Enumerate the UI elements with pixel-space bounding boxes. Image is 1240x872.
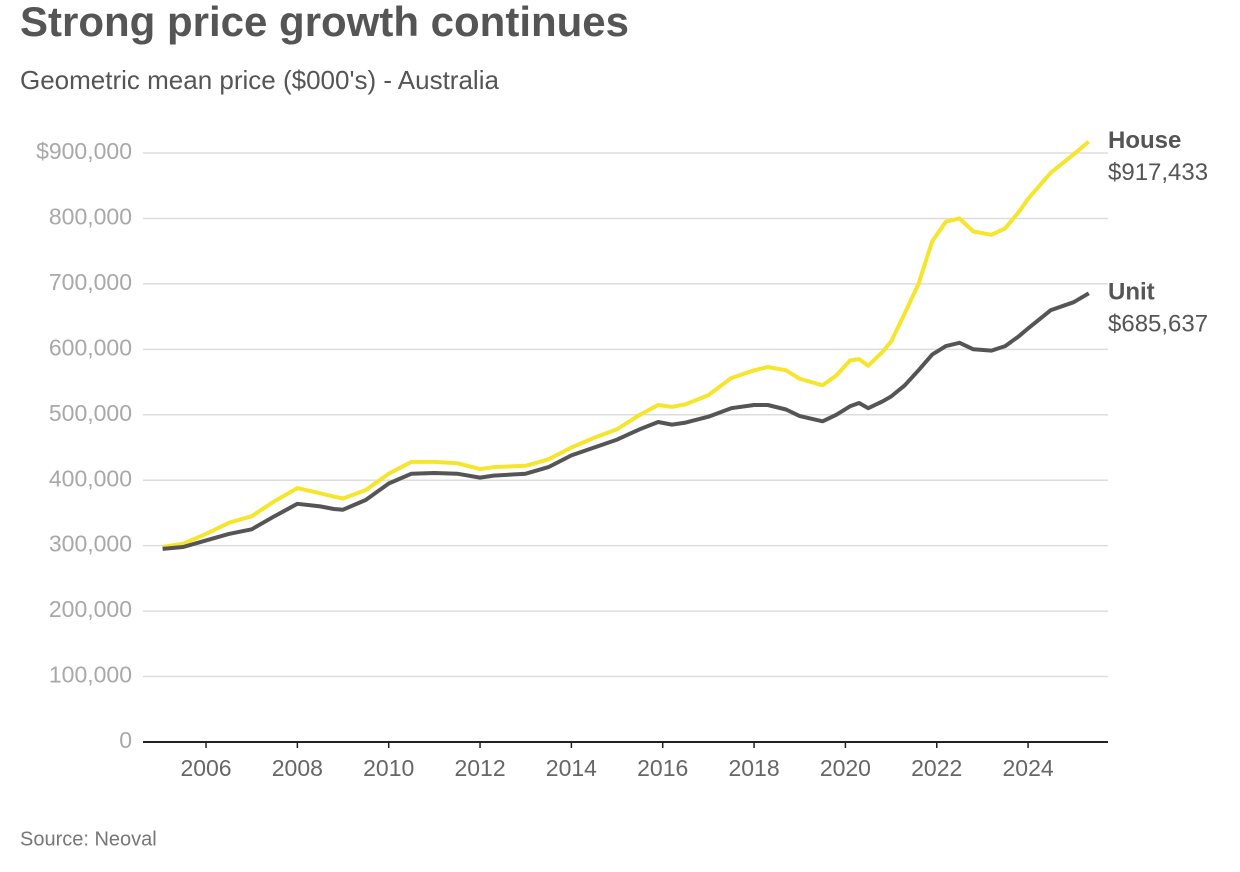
series-label: House [1108,127,1181,154]
x-tick-label: 2006 [180,755,231,781]
chart-title: Strong price growth continues [20,0,629,45]
y-tick-label: 400,000 [49,465,132,491]
y-tick-label: 800,000 [49,204,132,230]
source-note: Source: Neoval [20,828,157,850]
x-tick-label: 2020 [820,755,871,781]
series-label: Unit [1108,279,1155,306]
x-tick-label: 2022 [911,755,962,781]
x-tick-label: 2018 [728,755,779,781]
y-tick-label: $900,000 [36,138,132,164]
x-tick-label: 2012 [454,755,505,781]
series-line [162,291,1090,551]
y-tick-label: 500,000 [49,400,132,426]
x-tick-label: 2014 [546,755,597,781]
y-tick-label: 100,000 [49,662,132,688]
x-tick-label: 2024 [1002,755,1053,781]
x-tick-label: 2010 [363,755,414,781]
y-tick-label: 600,000 [49,334,132,360]
series-line [162,140,1091,549]
y-tick-label: 0 [119,727,132,753]
y-tick-label: 200,000 [49,596,132,622]
y-tick-label: 300,000 [49,531,132,557]
y-tick-label: 700,000 [49,269,132,295]
chart-subtitle: Geometric mean price ($000's) - Australi… [20,65,499,95]
x-tick-label: 2008 [272,755,323,781]
series-value-label: $917,433 [1108,159,1208,186]
series-value-label: $685,637 [1108,311,1208,338]
x-tick-label: 2016 [637,755,688,781]
